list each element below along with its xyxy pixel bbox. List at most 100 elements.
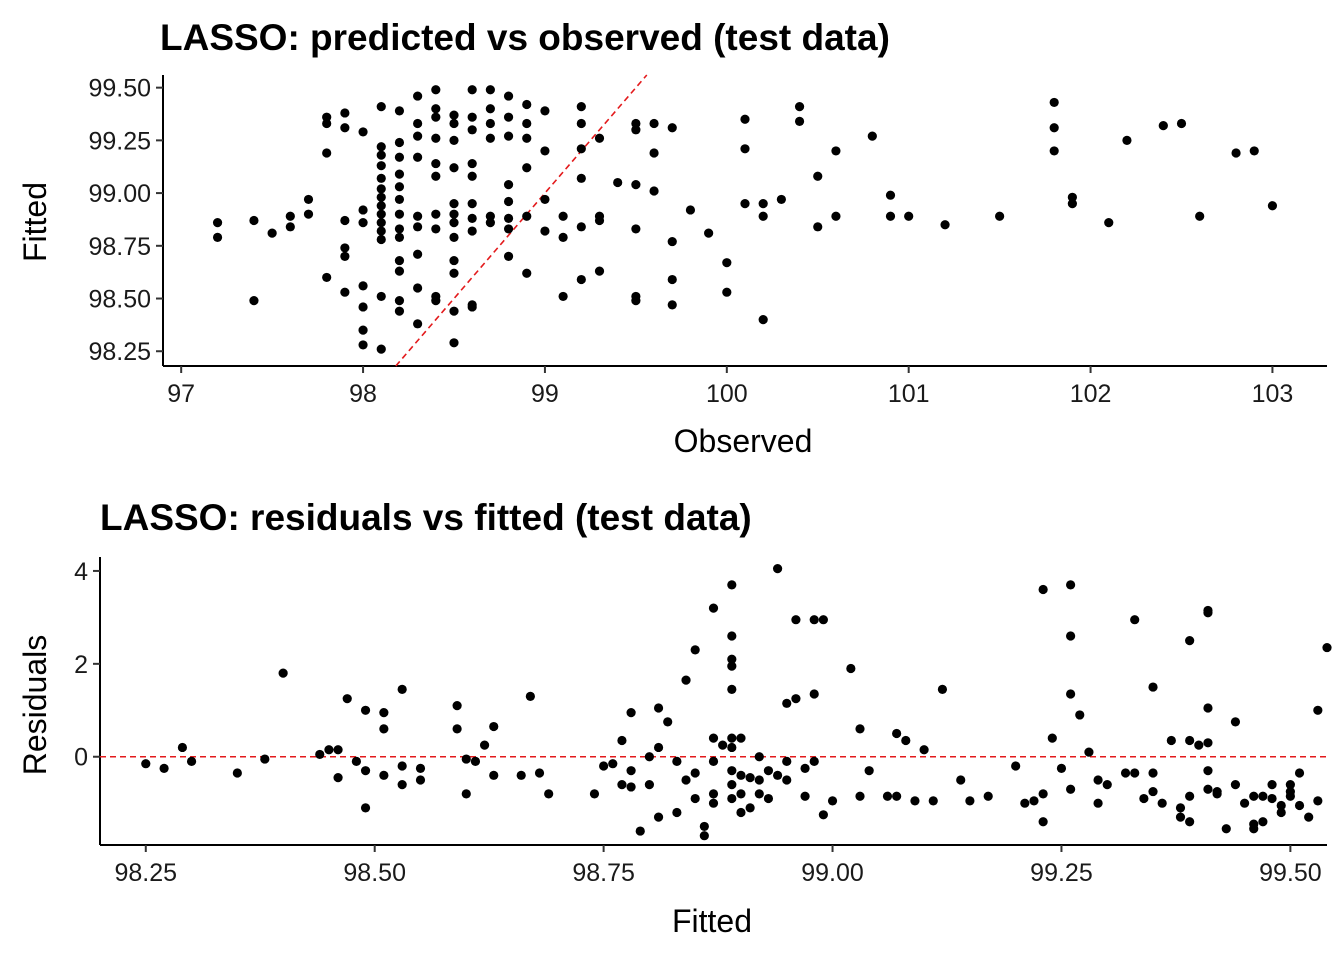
chart-1-data-point: [358, 281, 368, 291]
chart-1-data-point: [394, 106, 405, 116]
chart-2-data-point: [1102, 780, 1112, 790]
chart-2-data-point: [1194, 740, 1204, 750]
chart-1-data-point: [467, 125, 477, 135]
chart-1-data-point: [503, 180, 514, 190]
chart-1-data-point: [794, 102, 805, 112]
chart-2-data-point: [827, 796, 838, 806]
chart-1-y-tick-label: 99.50: [88, 75, 151, 103]
chart-1-data-point: [667, 274, 677, 285]
chart-2-x-tick-label: 98.75: [572, 859, 635, 887]
chart-2-data-point: [864, 766, 874, 776]
chart-2-data-point: [1175, 812, 1186, 822]
chart-2-data-point: [1130, 615, 1140, 625]
chart-1-data-point: [394, 296, 405, 306]
chart-1-data-point: [249, 296, 259, 306]
chart-2-data-point: [489, 770, 499, 780]
chart-1-data-point: [649, 118, 659, 129]
chart-2-data-point: [516, 770, 526, 780]
chart-2-data-point: [855, 724, 865, 734]
chart-1-data-point: [340, 287, 350, 297]
chart-1-data-point: [758, 199, 768, 209]
chart-1-data-point: [1049, 146, 1059, 156]
chart-2-data-point: [882, 791, 893, 801]
chart-1-data-point: [358, 205, 368, 215]
chart-2-data-point: [1185, 735, 1195, 746]
chart-2-data-point: [461, 789, 471, 799]
chart-1-data-point: [376, 218, 386, 228]
chart-1-data-point: [576, 173, 586, 183]
chart-1-data-point: [449, 199, 459, 209]
chart-2-data-point: [415, 763, 426, 773]
chart-2-data-point: [1276, 800, 1286, 811]
chart-2-data-point: [333, 773, 343, 783]
chart-2-data-point: [745, 773, 755, 783]
chart-2-data-point: [708, 789, 719, 799]
chart-1-data-point: [758, 211, 768, 221]
chart-1-data-point: [867, 131, 877, 141]
chart-1-data-point: [904, 211, 914, 221]
chart-2-data-point: [1130, 768, 1140, 778]
chart-1-data-point: [758, 315, 768, 325]
chart-2-data-point: [1249, 791, 1259, 801]
chart-2-data-point: [653, 703, 664, 713]
chart-2-data-point: [699, 831, 709, 841]
chart-2-data-point: [415, 775, 426, 785]
chart-1-data-point: [376, 150, 386, 160]
chart-1-data-point: [776, 194, 786, 205]
chart-1-data-point: [667, 300, 677, 310]
chart-2-data-point: [983, 791, 993, 801]
chart-2-data-point: [1038, 817, 1048, 827]
chart-1-data-point: [1049, 97, 1059, 108]
chart-1-data-point: [431, 104, 441, 114]
chart-1-data-point: [467, 158, 477, 169]
chart-1-data-point: [358, 127, 368, 137]
chart-2-data-point: [800, 791, 810, 801]
chart-1-data-point: [885, 211, 896, 221]
chart-2-data-point: [644, 752, 655, 762]
chart-1-data-point: [540, 146, 550, 156]
chart-1-y-tick-label: 98.75: [88, 233, 151, 261]
chart-2-data-point: [617, 780, 627, 790]
chart-2-data-point: [1258, 817, 1268, 827]
chart-1-data-point: [413, 283, 423, 293]
chart-1-data-point: [394, 182, 405, 192]
chart-2-data-point: [708, 756, 719, 766]
chart-2-data-point: [626, 766, 636, 776]
chart-2-data-point: [1304, 812, 1314, 822]
chart-1-data-point: [376, 209, 386, 219]
chart-1-data-point: [394, 266, 405, 276]
chart-2-data-point: [708, 603, 719, 613]
chart-2-data-point: [1148, 768, 1158, 778]
chart-2-data-point: [1056, 763, 1067, 773]
chart-2-data-point: [1185, 817, 1195, 827]
chart-2-data-point: [397, 761, 407, 771]
chart-1-data-point: [413, 118, 423, 129]
chart-1-data-point: [394, 137, 405, 148]
chart-1-data-point: [449, 135, 459, 145]
chart-2-x-tick-label: 99.50: [1259, 859, 1322, 887]
chart-2-data-point: [727, 654, 737, 664]
chart-2-data-point: [360, 803, 371, 813]
chart-1-data-point: [431, 85, 441, 95]
chart-2-data-point: [159, 763, 169, 773]
chart-2-data-point: [1203, 703, 1213, 713]
chart-2-data-point: [727, 780, 737, 790]
chart-1-y-tick-label: 99.25: [88, 127, 151, 155]
chart-1-data-point: [813, 171, 823, 181]
chart-2-data-point: [644, 780, 655, 790]
chart-2-data-point: [653, 812, 664, 822]
chart-1-data-point: [576, 274, 586, 285]
chart-2-data-point: [1294, 800, 1305, 811]
chart-2-data-point: [1093, 798, 1103, 808]
chart-2-data-point: [1185, 636, 1195, 646]
chart-1-data-point: [631, 224, 641, 234]
chart-1-data-point: [740, 199, 750, 209]
chart-1-data-point: [394, 169, 405, 179]
chart-1-data-point: [413, 211, 423, 221]
chart-1-data-point: [1049, 123, 1059, 133]
chart-1-data-point: [740, 144, 750, 154]
chart-2-data-point: [452, 724, 462, 734]
chart-1-data-point: [467, 85, 477, 95]
chart-2-data-point: [653, 742, 664, 753]
chart-1-data-point: [431, 158, 441, 169]
